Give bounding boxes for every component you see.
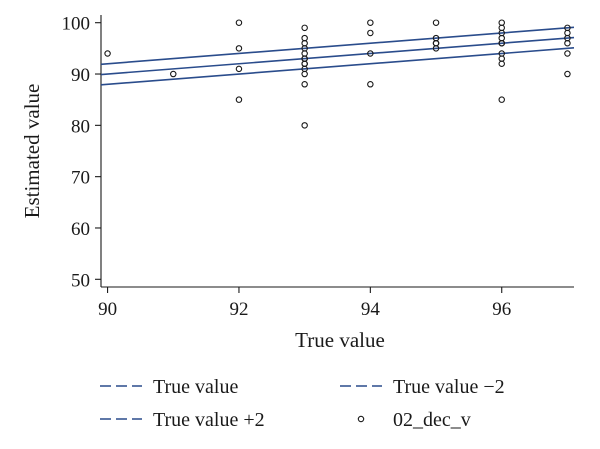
x-axis-ticks: 90 92 94 96: [98, 287, 511, 320]
legend-label: True value: [153, 376, 238, 398]
data-point: [235, 65, 243, 73]
data-point: [301, 81, 308, 88]
y-tick-label: 100: [62, 14, 91, 35]
data-point: [367, 19, 374, 26]
x-axis-title: True value: [295, 328, 385, 352]
line-true-value: [100, 36, 575, 76]
x-tick-label: 90: [98, 299, 117, 320]
data-points: [104, 19, 571, 129]
legend-item-true-value-2: True value −2: [340, 376, 505, 398]
y-tick-label: 70: [71, 168, 90, 189]
data-point: [564, 39, 571, 47]
data-point: [301, 55, 308, 62]
data-point: [367, 50, 374, 57]
y-axis-ticks: 50 60 70 80 90 100: [62, 14, 101, 291]
data-point: [235, 45, 243, 52]
data-point: [301, 70, 308, 78]
reference-lines: [100, 26, 575, 86]
data-point: [235, 96, 243, 103]
data-point: [235, 19, 243, 26]
data-point: [432, 19, 440, 26]
legend-item-02-dec-v: 02_dec_v: [357, 409, 471, 431]
data-point: [498, 96, 505, 103]
y-axis-title: Estimated value: [20, 84, 44, 219]
y-tick-label: 50: [71, 270, 90, 291]
legend-label: 02_dec_v: [393, 409, 471, 431]
data-point: [170, 70, 177, 78]
data-point: [301, 24, 308, 32]
legend-label: True value +2: [153, 409, 265, 431]
y-tick-label: 90: [71, 65, 90, 86]
legend-label: True value −2: [393, 376, 505, 398]
y-tick-label: 80: [71, 116, 90, 137]
plot-frame: [100, 15, 574, 288]
y-tick-label: 60: [71, 219, 90, 240]
data-point: [367, 81, 374, 88]
x-tick-label: 92: [229, 299, 248, 320]
data-point: [498, 60, 505, 68]
legend-point-swatch: [357, 415, 365, 423]
legend-item-true-value-2: True value +2: [100, 409, 265, 431]
data-point: [301, 122, 308, 129]
data-point: [104, 50, 111, 57]
line-true-value-2: [100, 47, 575, 86]
legend: True value True value −2 True value +2 02_d…: [100, 376, 505, 431]
legend-item-true-value: True value: [100, 376, 238, 398]
x-tick-label: 94: [361, 299, 381, 320]
data-point: [564, 70, 571, 78]
x-tick-label: 96: [492, 299, 511, 320]
data-point: [498, 39, 505, 47]
line-true-value-2: [100, 26, 575, 66]
data-point: [432, 45, 440, 52]
data-point: [367, 29, 374, 37]
data-point: [564, 50, 571, 57]
